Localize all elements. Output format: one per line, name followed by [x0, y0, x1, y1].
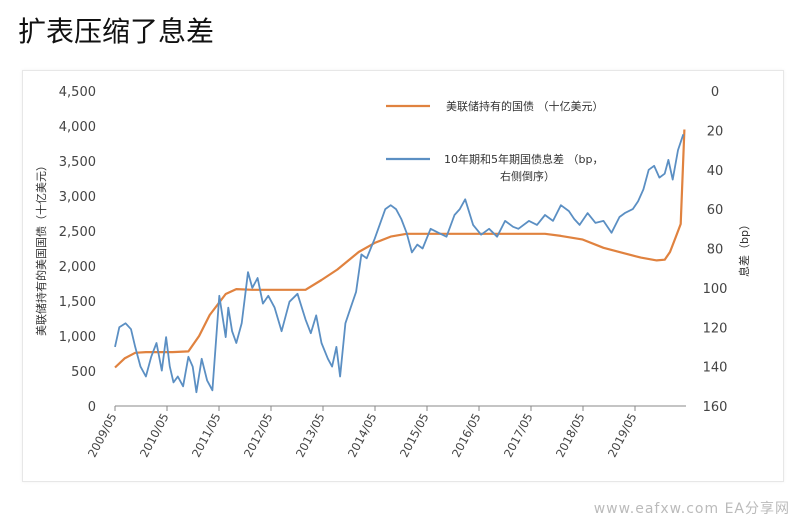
x-tick-label: 2018/05	[553, 411, 588, 460]
right-tick-label: 0	[711, 85, 719, 100]
right-tick-label: 20	[707, 124, 724, 139]
right-axis-label: 息差（bp）	[737, 219, 751, 277]
legend-label-spread-line1: 10年期和5年期国债息差 （bp，	[444, 152, 603, 166]
left-tick-label: 4,000	[59, 120, 96, 135]
page-title: 扩表压缩了息差	[18, 15, 215, 48]
right-tick-label: 40	[707, 164, 724, 179]
x-tick-label: 2012/05	[241, 411, 276, 460]
left-axis-label: 美联储持有的美国国债（十亿美元）	[34, 160, 48, 336]
chart-frame	[22, 70, 784, 482]
left-tick-label: 3,500	[59, 155, 96, 170]
right-tick-label: 60	[707, 203, 724, 218]
right-tick-label: 140	[703, 361, 728, 376]
watermark: www.eafxw.com EA分享网	[593, 501, 790, 517]
x-tick-label: 2013/05	[293, 411, 328, 460]
left-tick-label: 3,000	[59, 190, 96, 205]
fed-holdings-line	[114, 129, 686, 369]
x-tick-label: 2019/05	[605, 411, 640, 460]
legend-label-spread-line2: 右侧倒序）	[500, 169, 555, 183]
x-tick-label: 2009/05	[85, 411, 120, 460]
left-tick-label: 500	[71, 365, 96, 380]
x-tick-label: 2015/05	[397, 411, 432, 460]
x-tick-label: 2014/05	[345, 411, 380, 460]
left-tick-label: 2,500	[59, 225, 96, 240]
chart-legend: 美联储持有的国债 （十亿美元） 10年期和5年期国债息差 （bp， 右侧倒序）	[386, 99, 604, 183]
left-tick-label: 0	[88, 400, 96, 415]
chart-lines	[114, 129, 686, 394]
x-tick-label: 2011/05	[189, 411, 224, 460]
x-tick-label: 2010/05	[137, 411, 172, 460]
right-tick-label: 80	[707, 243, 724, 258]
legend-label-fed: 美联储持有的国债 （十亿美元）	[446, 99, 604, 113]
left-tick-label: 4,500	[59, 85, 96, 100]
chart-axes: 4,500 4,000 3,500 3,000 2,500 2,000 1,500 1,000…	[34, 85, 751, 460]
left-tick-label: 1,500	[59, 295, 96, 310]
x-tick-label: 2017/05	[501, 411, 536, 460]
right-tick-label: 160	[703, 400, 728, 415]
spread-line	[114, 134, 685, 394]
left-tick-label: 1,000	[59, 330, 96, 345]
x-tick-label: 2016/05	[449, 411, 484, 460]
right-tick-label: 100	[703, 282, 728, 297]
left-tick-label: 2,000	[59, 260, 96, 275]
right-tick-label: 120	[703, 321, 728, 336]
